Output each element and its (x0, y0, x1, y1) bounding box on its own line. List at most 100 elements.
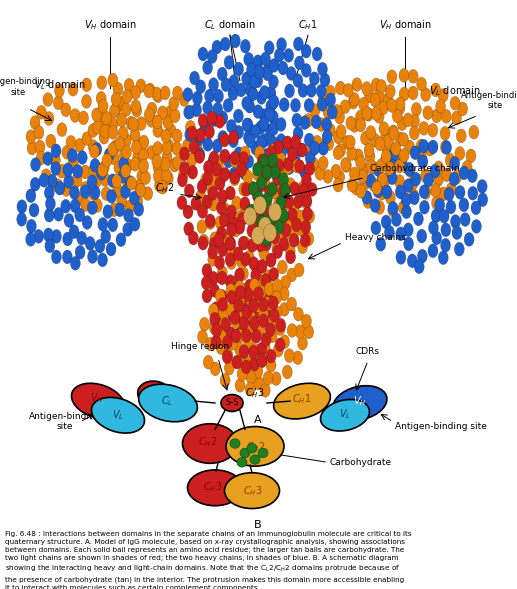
Circle shape (35, 140, 45, 154)
Circle shape (226, 256, 236, 270)
Circle shape (141, 171, 150, 184)
Circle shape (357, 170, 368, 184)
Circle shape (95, 239, 105, 253)
Circle shape (109, 151, 119, 165)
Circle shape (194, 133, 204, 146)
Circle shape (253, 55, 263, 69)
Circle shape (305, 162, 315, 176)
Circle shape (269, 267, 279, 281)
Circle shape (316, 118, 326, 131)
Circle shape (220, 203, 230, 217)
Circle shape (187, 126, 197, 140)
Circle shape (98, 253, 108, 267)
Circle shape (409, 114, 419, 128)
Circle shape (103, 205, 113, 219)
Ellipse shape (273, 383, 330, 419)
Circle shape (64, 214, 74, 227)
Circle shape (399, 68, 409, 82)
Ellipse shape (321, 399, 370, 431)
Circle shape (217, 190, 227, 203)
Circle shape (216, 341, 226, 355)
Circle shape (139, 135, 149, 149)
Circle shape (266, 146, 276, 160)
Circle shape (269, 95, 279, 109)
Circle shape (257, 354, 267, 368)
Circle shape (394, 150, 404, 164)
Circle shape (351, 181, 361, 195)
Circle shape (214, 158, 223, 172)
Circle shape (155, 178, 164, 193)
Circle shape (237, 368, 247, 381)
Circle shape (239, 345, 249, 359)
Circle shape (387, 70, 397, 84)
Circle shape (299, 165, 310, 178)
Ellipse shape (139, 384, 197, 422)
Circle shape (244, 250, 254, 264)
Circle shape (305, 210, 315, 223)
Circle shape (257, 342, 267, 356)
Circle shape (278, 184, 288, 198)
Circle shape (118, 157, 129, 171)
Circle shape (249, 257, 259, 270)
Circle shape (129, 191, 140, 205)
Circle shape (352, 78, 362, 91)
Text: $C_H 3$: $C_H 3$ (243, 484, 263, 498)
Circle shape (146, 114, 156, 127)
Circle shape (292, 218, 301, 231)
Circle shape (203, 160, 214, 174)
Circle shape (381, 154, 390, 167)
Circle shape (121, 145, 131, 159)
Circle shape (281, 276, 291, 289)
Circle shape (53, 96, 63, 110)
Circle shape (217, 266, 227, 279)
Circle shape (249, 299, 258, 312)
Circle shape (87, 175, 97, 188)
Circle shape (244, 288, 253, 302)
Circle shape (399, 148, 409, 162)
Circle shape (177, 173, 188, 187)
Circle shape (325, 123, 336, 137)
Circle shape (289, 226, 299, 239)
Circle shape (403, 178, 414, 193)
Circle shape (419, 200, 430, 214)
Circle shape (298, 224, 308, 237)
Circle shape (203, 101, 212, 115)
Circle shape (466, 149, 476, 163)
Circle shape (262, 221, 271, 235)
Circle shape (44, 186, 54, 200)
Circle shape (208, 303, 219, 317)
Circle shape (273, 197, 283, 211)
Circle shape (270, 230, 280, 244)
Circle shape (261, 148, 271, 163)
Circle shape (113, 184, 123, 197)
Circle shape (263, 203, 273, 217)
Circle shape (98, 163, 108, 177)
Circle shape (134, 180, 144, 194)
Circle shape (252, 189, 262, 203)
Circle shape (295, 160, 305, 173)
Circle shape (275, 338, 285, 352)
Circle shape (261, 178, 270, 192)
Circle shape (377, 173, 387, 187)
Circle shape (403, 113, 413, 127)
Circle shape (90, 186, 100, 200)
Circle shape (457, 129, 466, 143)
Circle shape (158, 180, 168, 194)
Circle shape (131, 140, 141, 154)
Circle shape (327, 105, 337, 119)
Circle shape (233, 247, 243, 261)
Circle shape (238, 267, 248, 280)
Circle shape (240, 253, 251, 266)
Circle shape (205, 214, 215, 228)
Circle shape (218, 111, 228, 125)
Circle shape (179, 161, 190, 175)
Circle shape (296, 143, 307, 157)
Circle shape (438, 88, 448, 102)
Ellipse shape (221, 395, 243, 412)
Circle shape (108, 143, 118, 156)
Circle shape (268, 209, 278, 222)
Circle shape (70, 199, 80, 213)
Circle shape (279, 173, 288, 186)
Circle shape (293, 127, 303, 140)
Circle shape (275, 322, 285, 336)
